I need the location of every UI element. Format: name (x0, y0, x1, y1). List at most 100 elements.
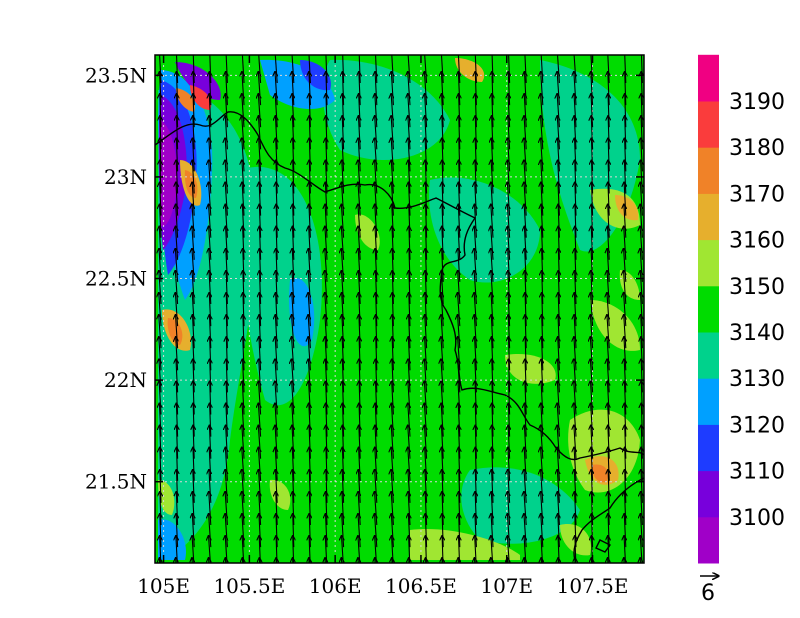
wind-vector (475, 116, 476, 150)
wind-vector (376, 337, 377, 371)
wind-vector (475, 382, 476, 415)
wind-vector (375, 448, 377, 481)
wind-vector (209, 271, 211, 305)
wind-vector (624, 536, 626, 563)
wind-vector (507, 205, 509, 238)
wind-vector (591, 138, 592, 172)
longitude-axis: 105E 105.5E 106E 106.5E 107E 107.5E (137, 55, 628, 598)
wind-vector (408, 448, 410, 481)
wind-vector (524, 514, 526, 548)
wind-vector (475, 404, 476, 437)
wind-vector (342, 470, 343, 503)
wind-vector (225, 514, 227, 548)
wind-vector (392, 315, 393, 349)
wind-vector (160, 470, 161, 503)
colorbar-swatch (698, 332, 719, 379)
wind-vector (507, 183, 509, 216)
colorbar-label: 3130 (729, 367, 785, 392)
wind-vector (541, 470, 543, 503)
wind-vector (575, 161, 576, 194)
wind-vector (309, 94, 310, 128)
wind-vector (325, 536, 327, 563)
wind-vector (507, 227, 509, 260)
wind-vector (607, 293, 609, 327)
wind-vector (376, 293, 377, 327)
wind-vector (210, 359, 211, 393)
lon-tick-label: 106E (309, 574, 362, 598)
wind-vector (375, 492, 377, 526)
wind-vector (259, 293, 260, 327)
wind-vector (509, 359, 510, 393)
wind-vector (525, 337, 526, 371)
wind-vector (160, 448, 161, 481)
wind-vector (624, 205, 626, 238)
wind-vector (524, 94, 526, 128)
colorbar-swatch (698, 285, 719, 333)
wind-vector (425, 249, 426, 282)
wind-vector (292, 382, 294, 415)
wind-vector (525, 359, 526, 393)
wind-vector (292, 249, 294, 282)
wind-vector (424, 426, 426, 459)
wind-vector (325, 293, 327, 327)
wind-vector (259, 382, 261, 415)
wind-vector (625, 116, 626, 150)
wind-vector (259, 205, 260, 238)
wind-vector (507, 514, 509, 548)
lat-tick-label: 22.5N (85, 267, 147, 291)
wind-vector (590, 337, 592, 371)
wind-vector (309, 183, 310, 216)
wind-vector (209, 205, 211, 238)
wind-vector (508, 94, 510, 128)
wind-vector (442, 514, 443, 548)
wind-vector (458, 337, 460, 371)
contour-patch-3160 (158, 480, 175, 515)
wind-vector (641, 492, 643, 526)
wind-vector (557, 138, 559, 172)
wind-vector (308, 337, 310, 371)
wind-vector (275, 404, 277, 437)
wind-vector (625, 470, 626, 503)
wind-vector (524, 183, 526, 216)
wind-vector (640, 536, 642, 563)
wind-vector (524, 205, 526, 238)
wind-vector (192, 293, 194, 327)
wind-vector (426, 205, 427, 238)
wind-vector (557, 72, 559, 106)
wind-vector (607, 227, 609, 260)
wind-vector (326, 404, 327, 437)
wind-vector (176, 404, 177, 437)
wind-vector (409, 293, 410, 327)
contour-patch-3140 (322, 59, 450, 161)
colorbar-label: 3120 (729, 413, 785, 438)
wind-vector (408, 514, 410, 548)
wind-vector (259, 536, 260, 563)
wind-vector (192, 227, 194, 260)
wind-vector (159, 227, 161, 260)
wind-vector (359, 315, 360, 349)
wind-vector (607, 271, 609, 305)
wind-vector (358, 116, 360, 150)
wind-vector (242, 138, 244, 172)
wind-vector (475, 492, 476, 526)
wind-vector (492, 470, 493, 503)
wind-vector (259, 514, 261, 548)
wind-vector (259, 492, 261, 526)
wind-vector (193, 382, 194, 415)
wind-vector (309, 161, 310, 194)
wind-vector (441, 72, 443, 106)
wind-vector (375, 183, 377, 216)
wind-vector (391, 426, 393, 459)
wind-vector (574, 382, 576, 415)
wind-vector (458, 205, 459, 238)
wind-vector (541, 227, 542, 260)
wind-vector (326, 116, 327, 150)
wind-vector (308, 315, 310, 349)
wind-vector (275, 426, 277, 459)
wind-vector (391, 72, 393, 106)
wind-vector (192, 183, 194, 216)
wind-vector (326, 492, 327, 526)
wind-vector (591, 448, 592, 481)
wind-vector (475, 337, 477, 371)
wind-vector (225, 536, 227, 563)
